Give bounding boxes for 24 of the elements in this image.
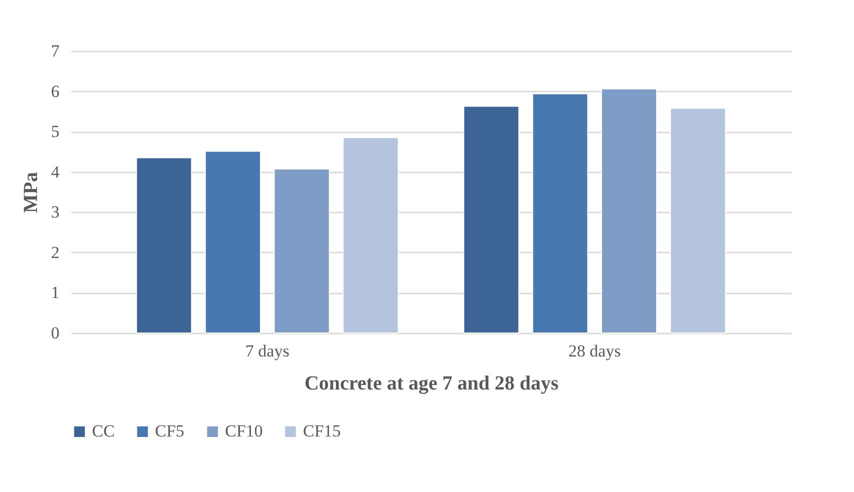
legend-label: CC — [92, 422, 115, 441]
x-tick-label: 7 days — [245, 342, 290, 360]
legend-label: CF5 — [155, 422, 184, 441]
y-axis-title: MPa — [20, 172, 42, 214]
y-tick-label: 0 — [51, 324, 60, 342]
y-tick-label: 2 — [51, 242, 60, 262]
y-tick-label: 1 — [51, 283, 60, 302]
y-tick-label: 7 — [51, 42, 60, 60]
bar — [601, 88, 658, 334]
y-tick-label: 6 — [51, 82, 60, 101]
bar — [136, 157, 192, 334]
x-axis-title: Concrete at age 7 and 28 days — [304, 372, 559, 394]
legend-label: CF15 — [303, 422, 341, 441]
bar — [204, 150, 261, 334]
bar — [274, 168, 330, 334]
y-tick-label: 5 — [51, 122, 60, 142]
bar — [532, 93, 588, 334]
y-tick-label: 4 — [51, 162, 60, 182]
y-tick-label: 3 — [51, 202, 60, 222]
bar — [342, 137, 399, 334]
bar — [670, 108, 726, 334]
legend-label: CF10 — [225, 422, 263, 441]
x-tick-label: 28 days — [568, 342, 621, 360]
bar — [463, 106, 520, 334]
